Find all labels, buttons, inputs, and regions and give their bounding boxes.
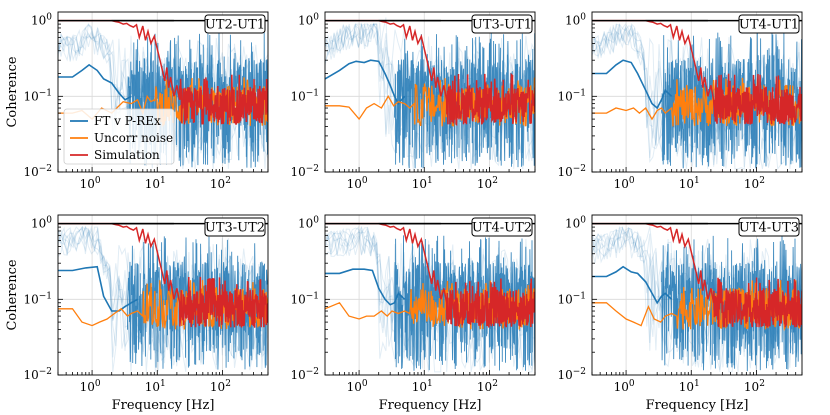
x-tick-label: 101 (412, 176, 433, 191)
x-tick-label: 100 (347, 379, 368, 394)
x-tick-label: 102 (477, 379, 498, 394)
panel-title: UT3-UT2 (205, 221, 265, 236)
simulation-line (592, 19, 802, 125)
y-tick-label: 100 (298, 216, 319, 231)
panel-title-box (471, 14, 533, 34)
y-axis-label: Coherence (5, 259, 20, 330)
panel-title: UT4-UT3 (739, 221, 799, 236)
x-tick-label: 100 (80, 176, 101, 191)
y-tick-label: 10−2 (23, 367, 52, 382)
panel-ut3-ut2: 100 101 102 10−2 10−1 100 UT3-UT2 Frequency [Hz… (5, 214, 269, 413)
panel-title: UT4-UT1 (739, 18, 799, 33)
ft-mean-line (58, 63, 132, 101)
y-tick-label: 10−1 (557, 291, 586, 306)
x-tick-label: 101 (145, 176, 166, 191)
x-tick-label: 102 (744, 176, 765, 191)
axes-frame (591, 214, 803, 376)
panel-title: UT2-UT1 (205, 18, 265, 33)
plot-area (592, 12, 802, 172)
legend-label-uncorr: Uncorr noise (94, 131, 173, 145)
axes-frame (324, 11, 536, 173)
legend-box (63, 108, 175, 165)
y-tick-label: 100 (31, 13, 52, 28)
x-tick-label: 101 (412, 379, 433, 394)
y-tick-label: 10−1 (23, 291, 52, 306)
y-tick-label: 10−2 (557, 367, 586, 382)
x-axis-label: Frequency [Hz] (112, 398, 215, 413)
ft-mean-line (592, 265, 673, 305)
x-tick-label: 101 (679, 176, 700, 191)
legend-label-ft: FT v P-REx (94, 114, 161, 128)
axes-frame (324, 214, 536, 376)
axes-frame (591, 11, 803, 173)
x-tick-label: 101 (145, 379, 166, 394)
y-tick-label: 100 (298, 13, 319, 28)
simulation-line (325, 222, 535, 328)
y-tick-label: 10−2 (290, 164, 319, 179)
simulation-line (592, 222, 802, 328)
panel-title: UT4-UT2 (472, 221, 532, 236)
ft-mean-line (325, 268, 406, 306)
ft-mean-line (592, 59, 673, 110)
y-tick-label: 10−1 (557, 88, 586, 103)
axes-frame (57, 11, 269, 173)
plot-area (325, 215, 535, 375)
panel-ut3-ut1: 100 101 102 10−2 10−1 100 UT3-UT1 (290, 11, 536, 191)
panel-ut2-ut1: 100 101 102 10−2 10−1 100 UT2-UT1 Coherence FT v… (5, 11, 269, 191)
simulation-line (58, 19, 268, 125)
y-tick-label: 100 (565, 13, 586, 28)
plot-area (58, 215, 268, 375)
x-tick-label: 102 (210, 176, 231, 191)
axes-frame (57, 214, 269, 376)
x-axis-label: Frequency [Hz] (646, 398, 749, 413)
panel-ut4-ut3: 100 101 102 10−2 10−1 100 UT4-UT3 Frequency [Hz… (557, 214, 803, 413)
simulation-line (325, 19, 535, 127)
simulation-line (58, 222, 268, 328)
y-axis-label: Coherence (5, 56, 20, 127)
ft-mean-line (325, 59, 406, 106)
panel-ut4-ut1: 100 101 102 10−2 10−1 100 UT4-UT1 (557, 11, 803, 191)
plot-area (592, 215, 802, 375)
x-axis-label: Frequency [Hz] (379, 398, 482, 413)
x-tick-label: 100 (614, 379, 635, 394)
y-tick-label: 10−2 (23, 164, 52, 179)
x-tick-label: 102 (477, 176, 498, 191)
x-tick-label: 100 (80, 379, 101, 394)
y-tick-label: 10−2 (290, 367, 319, 382)
x-tick-label: 102 (210, 379, 231, 394)
panel-title-box (738, 217, 800, 237)
ft-trace-faint (592, 25, 802, 171)
x-tick-label: 101 (679, 379, 700, 394)
panel-title-box (738, 14, 800, 34)
x-tick-label: 100 (614, 176, 635, 191)
y-tick-label: 10−1 (23, 88, 52, 103)
panel-title-box (204, 14, 266, 34)
y-tick-label: 10−2 (557, 164, 586, 179)
ft-mean-line (58, 265, 138, 312)
y-tick-label: 100 (31, 216, 52, 231)
plot-area (325, 12, 535, 172)
panel-ut4-ut2: 100 101 102 10−2 10−1 100 UT4-UT2 Frequency [Hz… (290, 214, 536, 413)
panel-title: UT3-UT1 (472, 18, 532, 33)
ft-trace-faint (325, 23, 535, 169)
x-tick-label: 100 (347, 176, 368, 191)
panel-title-box (471, 217, 533, 237)
legend: FT v P-REx Uncorr noise Simulation (63, 108, 175, 165)
legend-label-sim: Simulation (94, 148, 160, 162)
uncorr-noise-line (58, 280, 268, 330)
y-tick-label: 10−1 (290, 88, 319, 103)
x-tick-label: 102 (744, 379, 765, 394)
ft-noise-band (127, 32, 268, 168)
panel-title-box (204, 217, 266, 237)
y-tick-label: 100 (565, 216, 586, 231)
y-tick-label: 10−1 (290, 291, 319, 306)
